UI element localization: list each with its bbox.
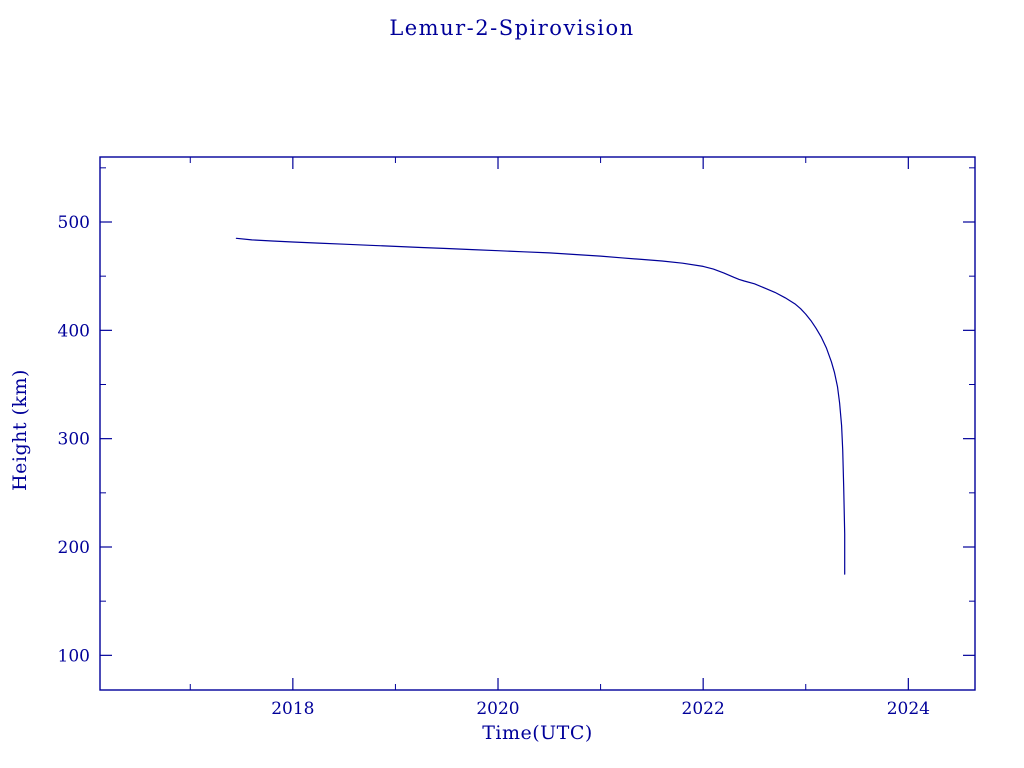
svg-text:200: 200 — [58, 538, 90, 558]
x-axis-label: Time(UTC) — [482, 722, 593, 744]
y-axis-label: Height (km) — [9, 369, 31, 491]
chart-title: Lemur-2-Spirovision — [389, 16, 635, 40]
svg-text:2022: 2022 — [682, 699, 725, 719]
svg-text:2024: 2024 — [887, 699, 930, 719]
height-series-line — [235, 237, 846, 575]
svg-text:2020: 2020 — [476, 699, 519, 719]
svg-text:300: 300 — [58, 430, 90, 450]
svg-text:500: 500 — [58, 213, 90, 233]
svg-text:400: 400 — [58, 321, 90, 341]
svg-text:2018: 2018 — [271, 699, 314, 719]
svg-text:100: 100 — [58, 646, 90, 666]
